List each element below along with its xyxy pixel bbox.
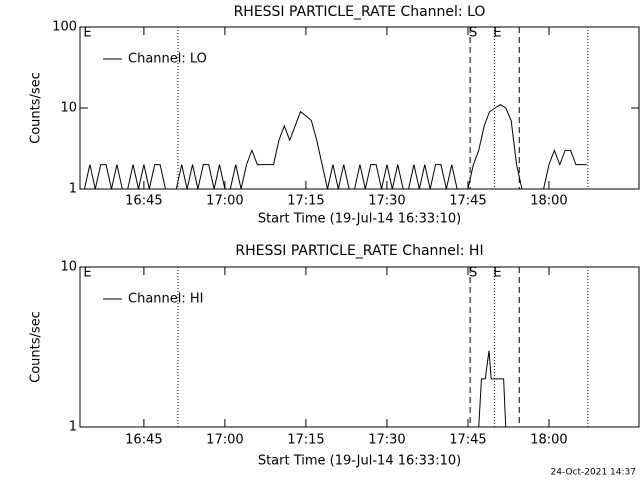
x-tick-label: 17:15	[287, 433, 324, 448]
x-tick-label: 17:30	[368, 194, 405, 209]
x-tick-label: 17:15	[287, 194, 324, 209]
x-tick-label: 17:00	[206, 194, 243, 209]
event-label: E	[493, 26, 501, 41]
y-tick-label: 10	[60, 101, 77, 116]
legend-label: Channel: LO	[128, 52, 207, 67]
legend-label: Channel: HI	[128, 292, 204, 307]
y-axis-label: Counts/sec	[29, 72, 44, 144]
chart-title: RHESSI PARTICLE_RATE Channel: LO	[234, 4, 486, 20]
x-tick-label: 16:45	[125, 194, 162, 209]
x-tick-label: 17:45	[449, 433, 486, 448]
y-tick-label: 1	[69, 420, 77, 435]
x-axis-label: Start Time (19-Jul-14 16:33:10)	[258, 454, 461, 469]
x-tick-label: 18:00	[530, 194, 567, 209]
event-label: S	[469, 266, 477, 281]
x-tick-label: 17:30	[368, 433, 405, 448]
y-tick-label: 100	[52, 20, 77, 35]
x-axis-label: Start Time (19-Jul-14 16:33:10)	[258, 212, 461, 227]
y-tick-label: 10	[60, 260, 77, 275]
event-label: E	[83, 266, 91, 281]
x-tick-label: 16:45	[125, 433, 162, 448]
event-label: E	[493, 266, 501, 281]
event-label: S	[469, 26, 477, 41]
y-tick-label: 1	[69, 182, 77, 197]
chart-title: RHESSI PARTICLE_RATE Channel: HI	[235, 243, 483, 259]
footer: 24-Oct-2021 14:37	[551, 468, 636, 478]
y-axis-label: Counts/sec	[29, 311, 44, 383]
data-line	[478, 350, 507, 428]
x-tick-label: 17:00	[206, 433, 243, 448]
event-label: E	[83, 26, 91, 41]
data-line	[83, 104, 587, 190]
x-tick-label: 17:45	[449, 194, 486, 209]
plot-frame	[79, 266, 640, 428]
x-tick-label: 18:00	[530, 433, 567, 448]
